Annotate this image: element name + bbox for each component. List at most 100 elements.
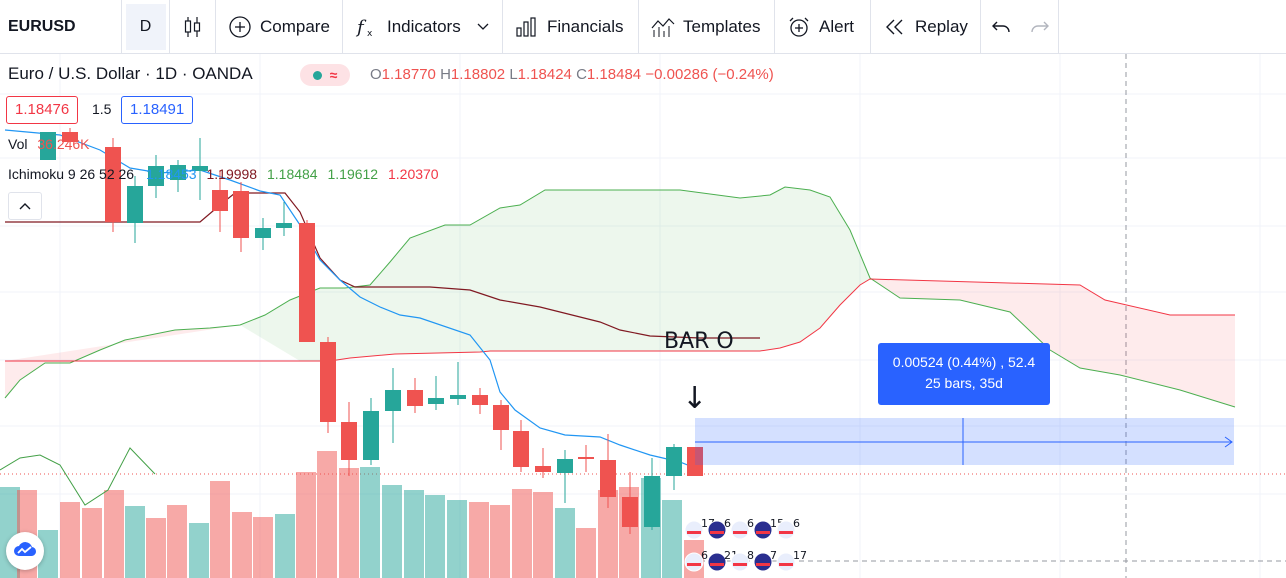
candle-body bbox=[513, 431, 529, 467]
event-row1-flag-stripe bbox=[733, 531, 747, 534]
ohlc-values: O1.18770 H1.18802 L1.18424 C1.18484 −0.0… bbox=[370, 66, 774, 83]
svg-text:x: x bbox=[367, 29, 373, 39]
compare-button[interactable]: Compare bbox=[216, 0, 343, 54]
candle-body bbox=[40, 132, 56, 160]
volume-bar bbox=[60, 502, 80, 578]
volume-bar bbox=[296, 472, 316, 578]
event-row1-count: 6 bbox=[793, 517, 800, 530]
alert-label: Alert bbox=[819, 16, 854, 36]
candle-body bbox=[450, 395, 466, 399]
volume-bar bbox=[469, 502, 489, 578]
candle-body bbox=[666, 447, 682, 476]
span-a-value: 1.19612 bbox=[327, 166, 379, 182]
symbol-label: EURUSD bbox=[8, 17, 76, 35]
event-row1-flag-icon bbox=[684, 520, 704, 540]
financials-label: Financials bbox=[547, 16, 624, 36]
open-value: 1.18770 bbox=[381, 66, 436, 83]
volume-bar bbox=[382, 485, 402, 578]
replay-button[interactable]: Replay bbox=[871, 0, 981, 54]
cloud-bearish-fill bbox=[870, 278, 1235, 407]
indicators-label: Indicators bbox=[387, 16, 461, 36]
tradingview-logo[interactable] bbox=[6, 532, 44, 570]
span-b-value: 1.20370 bbox=[387, 166, 439, 182]
ichimoku-legend[interactable]: Ichimoku 9 26 52 26 1.18453 1.19998 1.18… bbox=[8, 166, 439, 182]
event-row1-count: 6 bbox=[724, 517, 731, 530]
redo-button[interactable] bbox=[1021, 0, 1059, 54]
market-status-pill[interactable]: ≈ bbox=[300, 64, 350, 86]
event-row2-flag-stripe bbox=[779, 563, 793, 566]
down-arrow-annotation: ↓ bbox=[682, 381, 707, 416]
lagging-value: 1.18484 bbox=[266, 166, 318, 182]
financials-button[interactable]: Financials bbox=[503, 0, 639, 54]
candle-body bbox=[557, 459, 573, 473]
low-value: 1.18424 bbox=[517, 66, 572, 83]
candle-body bbox=[363, 411, 379, 460]
candle-body bbox=[62, 132, 78, 142]
interval-label: D bbox=[125, 3, 166, 50]
event-row1-flag-stripe bbox=[710, 531, 724, 534]
templates-label: Templates bbox=[683, 16, 761, 36]
event-row2-flag-icon bbox=[684, 552, 704, 572]
event-row2-flag-icon bbox=[730, 552, 750, 572]
event-row2-count: 7 bbox=[770, 549, 777, 562]
templates-button[interactable]: Templates bbox=[639, 0, 775, 54]
candle-body bbox=[644, 476, 660, 527]
measure-change: 0.00524 (0.44%) , 52.4 bbox=[892, 354, 1036, 370]
undo-button[interactable] bbox=[981, 0, 1021, 54]
event-row2-flag-stripe bbox=[687, 563, 701, 566]
data-wave-icon: ≈ bbox=[329, 67, 338, 83]
volume-bar bbox=[490, 505, 510, 578]
volume-label: Vol bbox=[8, 136, 28, 152]
event-row2-count: 6 bbox=[701, 549, 708, 562]
candle-body bbox=[148, 166, 164, 186]
event-row2-flag-stripe bbox=[733, 563, 747, 566]
candle-body bbox=[127, 186, 143, 223]
candle-body bbox=[276, 223, 292, 228]
templates-icon bbox=[651, 15, 675, 39]
measure-tooltip: 0.00524 (0.44%) , 52.4 25 bars, 35d bbox=[878, 343, 1050, 405]
event-row1-flag-stripe bbox=[779, 531, 793, 534]
volume-bar bbox=[339, 468, 359, 578]
leading-span-a-line bbox=[4, 186, 1236, 408]
redo-icon bbox=[1028, 15, 1052, 39]
volume-bar bbox=[210, 481, 230, 578]
spread-value: 1.5 bbox=[92, 101, 112, 117]
bar-zero-annotation: BAR O bbox=[664, 329, 734, 354]
price-chart[interactable]: BAR O↓ 17 6 6 15 66 21 8 7 17 bbox=[0, 54, 1286, 578]
candle-body bbox=[622, 497, 638, 527]
chevron-down-icon[interactable] bbox=[477, 15, 490, 39]
candle-body bbox=[320, 342, 336, 422]
event-row2-flag-icon bbox=[776, 552, 796, 572]
collapse-legend-button[interactable] bbox=[8, 192, 42, 220]
buy-price-button[interactable]: 1.18491 bbox=[121, 96, 194, 124]
volume-legend[interactable]: Vol 36.246K bbox=[8, 136, 90, 152]
candle-body bbox=[255, 228, 271, 238]
volume-bar bbox=[662, 500, 682, 578]
symbol-search[interactable]: EURUSD bbox=[0, 0, 122, 54]
sell-price-button[interactable]: 1.18476 bbox=[6, 96, 79, 124]
bar-chart-icon bbox=[515, 15, 539, 39]
measure-bars: 25 bars, 35d bbox=[925, 375, 1003, 391]
symbol-title: Euro / U.S. Dollar · 1D · OANDA bbox=[8, 64, 253, 83]
candle-body bbox=[299, 223, 315, 342]
event-row1-flag-stripe bbox=[687, 531, 701, 534]
volume-bar bbox=[167, 505, 187, 578]
volume-bar bbox=[146, 518, 166, 578]
high-value: 1.18802 bbox=[450, 66, 506, 83]
candle-body bbox=[170, 165, 186, 180]
volume-bar bbox=[125, 506, 145, 578]
interval-button[interactable]: D bbox=[122, 0, 170, 54]
close-value: 1.18484 bbox=[586, 66, 642, 83]
candle-body bbox=[687, 447, 703, 476]
alert-button[interactable]: Alert bbox=[775, 0, 871, 54]
ichimoku-label: Ichimoku 9 26 52 26 bbox=[8, 166, 135, 182]
cloud-logo-icon bbox=[13, 540, 37, 563]
measure-arrow-head bbox=[1224, 436, 1233, 448]
candle-body bbox=[578, 457, 594, 459]
event-row2-flag-icon bbox=[753, 552, 773, 572]
leading-span-b-line bbox=[5, 278, 1235, 362]
chart-type-button[interactable] bbox=[170, 0, 216, 54]
